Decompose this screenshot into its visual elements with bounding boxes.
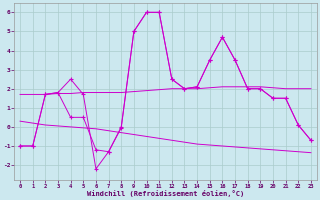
X-axis label: Windchill (Refroidissement éolien,°C): Windchill (Refroidissement éolien,°C) [87, 190, 244, 197]
